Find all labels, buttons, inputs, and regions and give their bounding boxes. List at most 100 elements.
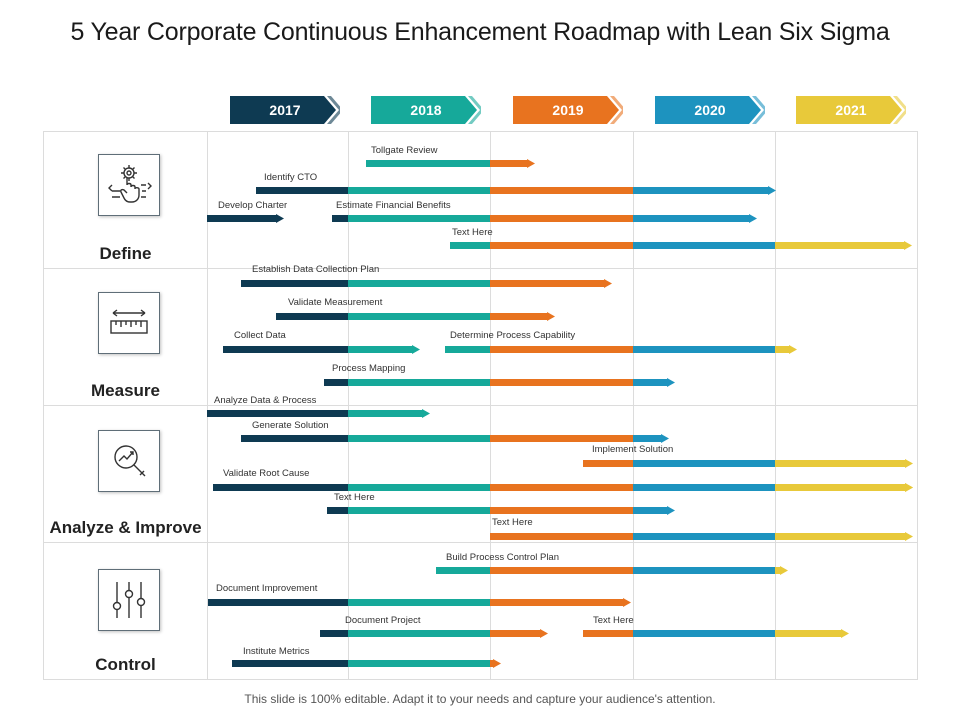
analytics-magnifier-icon bbox=[98, 430, 160, 492]
year-header-2019: 2019 bbox=[513, 96, 623, 124]
bar-segment-2019 bbox=[490, 629, 540, 637]
bar-segment-2019 bbox=[490, 159, 527, 167]
bar-segment-2021 bbox=[775, 483, 906, 491]
bar-segment-2017 bbox=[208, 598, 348, 606]
task-label: Implement Solution bbox=[592, 444, 674, 455]
bar-segment-2019 bbox=[490, 659, 493, 667]
bar-arrowhead bbox=[546, 311, 555, 321]
year-header-2017: 2017 bbox=[230, 96, 340, 124]
bar-segment-2018 bbox=[450, 241, 490, 249]
bar-segment-2018 bbox=[348, 186, 490, 194]
bar-segment-2018 bbox=[348, 345, 412, 353]
page-title: 5 Year Corporate Continuous Enhancement … bbox=[70, 18, 890, 46]
bar-segment-2020 bbox=[633, 506, 667, 514]
bar-segment-2021 bbox=[775, 532, 906, 540]
bar-segment-2017 bbox=[240, 279, 348, 287]
task-label: Process Mapping bbox=[332, 363, 406, 374]
bar-segment-2020 bbox=[677, 483, 775, 491]
bar-segment-2021 bbox=[775, 459, 906, 467]
bar-segment-2020 bbox=[633, 434, 662, 442]
bar-segment-2017 bbox=[324, 378, 348, 386]
bar-segment-2018 bbox=[348, 598, 490, 606]
bar-segment-2018 bbox=[348, 434, 490, 442]
bar-segment-2017 bbox=[319, 629, 348, 637]
task-label: Generate Solution bbox=[252, 420, 329, 431]
task-label: Institute Metrics bbox=[243, 646, 310, 657]
bar-segment-2017 bbox=[207, 409, 348, 417]
bar-segment-2020 bbox=[633, 378, 667, 386]
task-label: Text Here bbox=[452, 227, 493, 238]
grid-line bbox=[43, 131, 44, 680]
bar-segment-2020 bbox=[633, 345, 775, 353]
task-label: Develop Charter bbox=[218, 200, 288, 211]
task-label: Validate Root Cause bbox=[223, 468, 310, 479]
grid-line bbox=[207, 131, 208, 680]
task-label: Document Project bbox=[345, 615, 421, 626]
grid-line bbox=[775, 131, 776, 680]
task-label: Document Improvement bbox=[216, 583, 318, 594]
bar-segment-2020 bbox=[633, 241, 775, 249]
grid-line bbox=[348, 131, 349, 680]
gear-hand-icon bbox=[98, 154, 160, 216]
task-label: Determine Process Capability bbox=[450, 330, 576, 341]
bar-segment-2017 bbox=[326, 506, 348, 514]
bar-arrowhead bbox=[604, 278, 613, 288]
bar-segment-2019 bbox=[490, 598, 623, 606]
bar-arrowhead bbox=[905, 531, 914, 541]
task-label: Text Here bbox=[334, 492, 375, 503]
bar-segment-2017 bbox=[232, 659, 348, 667]
bar-segment-2018 bbox=[348, 312, 490, 320]
bar-segment-2018 bbox=[348, 629, 490, 637]
year-header-2021: 2021 bbox=[796, 96, 906, 124]
bar-arrowhead bbox=[666, 377, 675, 387]
task-label: Estimate Financial Benefits bbox=[336, 200, 451, 211]
grid-line bbox=[917, 131, 918, 680]
category-label-control: Control bbox=[95, 655, 156, 674]
bar-arrowhead bbox=[905, 458, 914, 468]
bar-arrowhead bbox=[903, 240, 912, 250]
category-label-define: Define bbox=[99, 244, 152, 263]
bar-segment-2020 bbox=[633, 214, 750, 222]
bar-segment-2018 bbox=[348, 659, 490, 667]
bar-arrowhead bbox=[780, 565, 789, 575]
year-header-2018: 2018 bbox=[371, 96, 481, 124]
bar-segment-2019 bbox=[582, 459, 633, 467]
bar-segment-2018 bbox=[348, 409, 422, 417]
footer-note: This slide is 100% editable. Adapt it to… bbox=[244, 692, 716, 706]
grid-line bbox=[43, 679, 918, 680]
roadmap-grid bbox=[43, 131, 918, 680]
grid-line bbox=[43, 268, 918, 269]
task-label: Text Here bbox=[593, 615, 634, 626]
bar-arrowhead bbox=[421, 408, 430, 418]
bar-segment-2017 bbox=[212, 483, 348, 491]
grid-line bbox=[633, 131, 634, 680]
bar-segment-2019 bbox=[490, 214, 633, 222]
grid-line bbox=[43, 405, 918, 406]
bar-segment-2020 bbox=[633, 459, 775, 467]
bar-arrowhead bbox=[666, 505, 675, 515]
bar-segment-2020 bbox=[633, 532, 775, 540]
grid-line bbox=[490, 131, 491, 680]
bar-arrowhead bbox=[841, 628, 850, 638]
task-label: Validate Measurement bbox=[288, 297, 383, 308]
bar-arrowhead bbox=[275, 213, 284, 223]
ruler-measure-icon bbox=[98, 292, 160, 354]
bar-segment-2019 bbox=[490, 506, 633, 514]
bar-segment-2019 bbox=[490, 345, 633, 353]
bar-segment-2019 bbox=[490, 312, 547, 320]
bar-segment-2017 bbox=[240, 434, 348, 442]
task-label: Collect Data bbox=[234, 330, 286, 341]
bar-arrowhead bbox=[749, 213, 758, 223]
task-label: Identify CTO bbox=[264, 172, 318, 183]
bar-segment-2019 bbox=[490, 532, 633, 540]
bar-segment-2018 bbox=[366, 159, 490, 167]
bar-segment-2017 bbox=[256, 186, 348, 194]
bar-segment-2019 bbox=[490, 186, 633, 194]
grid-line bbox=[43, 542, 918, 543]
category-label-measure: Measure bbox=[91, 381, 160, 400]
bar-arrowhead bbox=[539, 628, 548, 638]
task-label: Analyze Data & Process bbox=[214, 395, 317, 406]
task-label: Text Here bbox=[492, 517, 533, 528]
bar-segment-2020 bbox=[633, 629, 775, 637]
bar-segment-2018 bbox=[348, 378, 490, 386]
